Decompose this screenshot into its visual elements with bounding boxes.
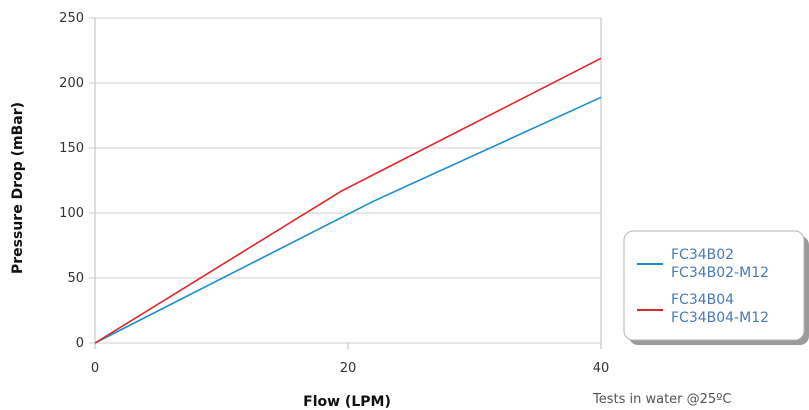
x-tick-label: 0 [91, 361, 99, 376]
series-lines [94, 57, 602, 344]
legend-label-series-1-line2: FC34B02-M12 [671, 265, 769, 281]
grid-lines [89, 17, 601, 344]
x-tick-label: 20 [340, 361, 357, 376]
legend: FC34B02 FC34B02-M12 FC34B04 FC34B04-M12 [623, 230, 809, 345]
series-line-2 [94, 57, 602, 344]
y-tick-label: 150 [59, 141, 84, 156]
legend-label-series-2-line2: FC34B04-M12 [671, 310, 769, 326]
y-tick-label: 0 [76, 336, 84, 351]
legend-label-series-2-line1: FC34B04 [671, 292, 734, 308]
y-tick-label: 250 [59, 11, 84, 26]
y-axis-title: Pressure Drop (mBar) [10, 102, 26, 274]
x-tick-label: 40 [593, 361, 610, 376]
x-tick-labels: 0 20 40 [91, 361, 609, 376]
y-tick-label: 50 [67, 271, 84, 286]
legend-label-series-1-line1: FC34B02 [671, 247, 734, 263]
y-tick-label: 100 [59, 206, 84, 221]
series-line-1 [94, 96, 602, 344]
y-tick-labels: 0 50 100 150 200 250 [59, 11, 84, 351]
test-conditions-note: Tests in water @25ºC [593, 392, 732, 407]
y-tick-label: 200 [59, 76, 84, 91]
legend-box [623, 230, 805, 341]
x-axis-title: Flow (LPM) [303, 394, 391, 410]
axes [94, 18, 602, 349]
